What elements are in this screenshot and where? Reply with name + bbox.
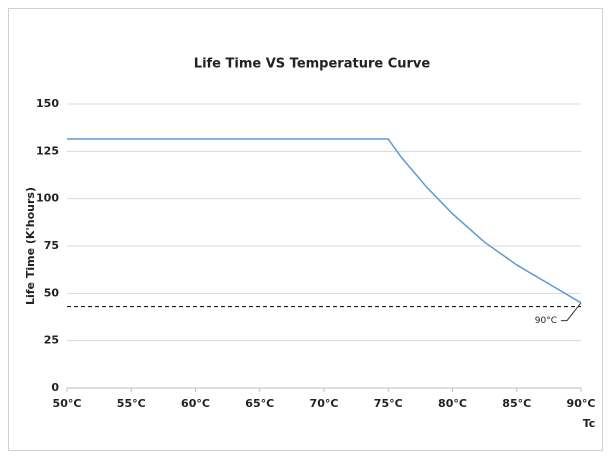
x-tick-label: 55°C — [117, 397, 146, 410]
chart-frame — [8, 8, 603, 451]
y-tick-label: 150 — [36, 97, 59, 110]
x-tick-label: 85°C — [502, 397, 531, 410]
x-axis-label: Tc — [583, 417, 596, 430]
annotation: 90°C — [535, 316, 557, 326]
chart-title: Life Time VS Temperature Curve — [194, 57, 431, 72]
x-tick-label: 50°C — [53, 397, 82, 410]
x-tick-label: 70°C — [310, 397, 339, 410]
y-tick-label: 0 — [51, 381, 59, 394]
x-tick-label: 60°C — [181, 397, 210, 410]
y-tick-label: 25 — [44, 334, 59, 347]
y-tick-label: 75 — [44, 239, 59, 252]
y-tick-label: 50 — [44, 286, 60, 299]
x-tick-label: 75°C — [374, 397, 403, 410]
x-tick-label: 65°C — [245, 397, 274, 410]
y-tick-label: 100 — [36, 192, 59, 205]
y-axis-label: Life Time (K'hours) — [24, 187, 37, 305]
x-tick-label: 90°C — [567, 397, 596, 410]
y-tick-label: 125 — [36, 144, 59, 157]
annotation-leader — [561, 302, 582, 322]
x-tick-label: 80°C — [438, 397, 467, 410]
line — [67, 138, 582, 304]
